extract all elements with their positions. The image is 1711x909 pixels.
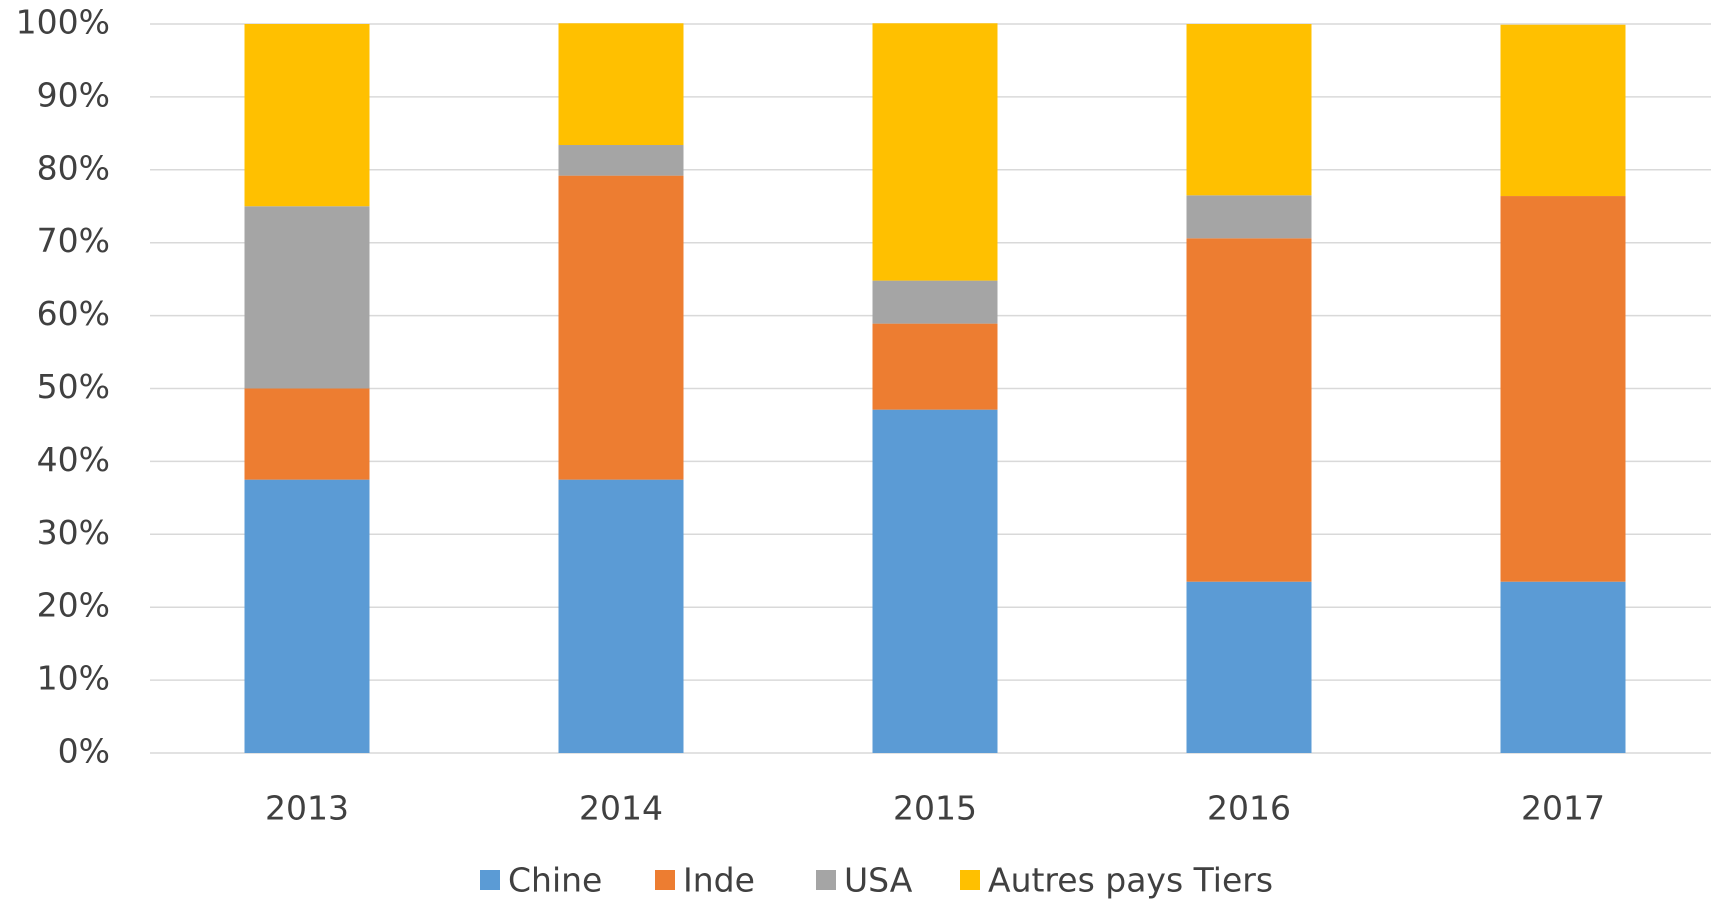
bar-segment <box>872 409 998 753</box>
y-tick-label: 0% <box>58 732 110 771</box>
bar-segment <box>872 280 998 324</box>
bar-segment <box>558 175 684 480</box>
y-tick-label: 70% <box>37 221 110 260</box>
y-tick-label: 90% <box>37 75 110 114</box>
legend-label: Inde <box>683 861 755 900</box>
y-tick-label: 80% <box>37 148 110 187</box>
legend-swatch <box>816 870 836 890</box>
y-tick-label: 40% <box>37 440 110 479</box>
bar-segment <box>558 23 684 146</box>
x-tick-label: 2016 <box>1207 789 1291 828</box>
x-tick-label: 2013 <box>265 789 349 828</box>
bar-segment <box>1186 24 1312 196</box>
bar-segment <box>1500 24 1626 197</box>
bar-segment <box>558 479 684 753</box>
bar-segment <box>1500 581 1626 753</box>
y-tick-label: 20% <box>37 586 110 625</box>
x-tick-label: 2017 <box>1521 789 1605 828</box>
bar-segment <box>1186 238 1312 582</box>
bar-segment <box>244 24 370 207</box>
bar-segment <box>558 145 684 176</box>
y-tick-label: 100% <box>16 3 110 42</box>
legend-label: Autres pays Tiers <box>988 861 1273 900</box>
legend-label: USA <box>844 861 913 900</box>
legend-swatch <box>480 870 500 890</box>
legend-swatch <box>960 870 980 890</box>
y-tick-label: 10% <box>37 659 110 698</box>
bar-segment <box>1500 196 1626 582</box>
x-tick-label: 2015 <box>893 789 977 828</box>
bar-segment <box>244 479 370 753</box>
bar-segment <box>872 23 998 281</box>
bar-segment <box>244 388 370 480</box>
bar-segment <box>244 206 370 389</box>
bar-segment <box>1186 581 1312 753</box>
legend-swatch <box>655 870 675 890</box>
y-tick-label: 60% <box>37 294 110 333</box>
bar-segment <box>872 323 998 410</box>
bar-segment <box>1186 195 1312 239</box>
y-tick-label: 50% <box>37 367 110 406</box>
y-tick-label: 30% <box>37 513 110 552</box>
x-tick-label: 2014 <box>579 789 663 828</box>
legend-label: Chine <box>508 861 602 900</box>
